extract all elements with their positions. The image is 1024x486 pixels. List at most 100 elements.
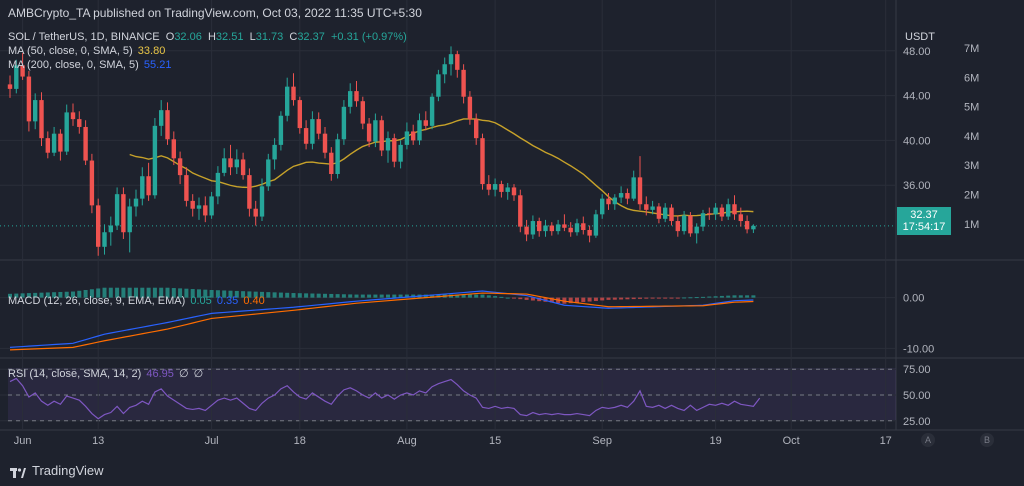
candle-body[interactable]: [14, 65, 19, 89]
candle-body[interactable]: [625, 193, 630, 199]
candle-layer[interactable]: [7, 46, 756, 256]
candle-body[interactable]: [234, 159, 239, 168]
candle-body[interactable]: [732, 204, 737, 215]
candle-body[interactable]: [51, 133, 57, 153]
candle-body[interactable]: [39, 100, 44, 139]
candle-body[interactable]: [303, 128, 309, 144]
candle-body[interactable]: [259, 186, 265, 217]
candle-body[interactable]: [543, 225, 548, 232]
candle-body[interactable]: [291, 86, 296, 101]
candle-body[interactable]: [385, 138, 391, 151]
candle-body[interactable]: [89, 160, 95, 206]
candle-body[interactable]: [215, 172, 221, 197]
candle-body[interactable]: [373, 120, 378, 142]
candle-body[interactable]: [297, 100, 302, 129]
candle-body[interactable]: [600, 198, 605, 215]
legend-macd[interactable]: MACD (12, 26, close, 9, EMA, EMA) 0.05 0…: [8, 295, 265, 307]
candle-body[interactable]: [83, 126, 88, 161]
candle-body[interactable]: [146, 176, 151, 196]
candle-body[interactable]: [196, 205, 202, 209]
candle-body[interactable]: [637, 177, 643, 205]
candle-body[interactable]: [335, 139, 340, 174]
candle-body[interactable]: [404, 131, 410, 145]
candle-body[interactable]: [20, 65, 25, 77]
candle-body[interactable]: [33, 100, 38, 122]
pane-button-a[interactable]: A: [921, 433, 935, 447]
candle-body[interactable]: [272, 144, 277, 160]
candle-body[interactable]: [429, 96, 435, 126]
candle-body[interactable]: [518, 195, 523, 227]
candle-body[interactable]: [524, 226, 529, 235]
candle-body[interactable]: [58, 133, 63, 152]
candle-body[interactable]: [738, 214, 743, 222]
candle-body[interactable]: [114, 194, 120, 226]
candle-body[interactable]: [492, 184, 498, 190]
candle-body[interactable]: [707, 213, 712, 215]
candle-body[interactable]: [121, 194, 126, 233]
candle-body[interactable]: [398, 144, 403, 162]
candle-body[interactable]: [719, 207, 725, 217]
candle-body[interactable]: [222, 158, 227, 173]
candle-body[interactable]: [436, 74, 441, 97]
candle-body[interactable]: [537, 221, 542, 232]
currency-label[interactable]: USDT: [905, 31, 935, 43]
time-axis[interactable]: Jun 13 Jul 18 Aug 15 Sep 19 Oct 17: [14, 435, 892, 447]
legend-symbol[interactable]: SOL / TetherUS, 1D, BINANCE: [8, 31, 160, 43]
candle-body[interactable]: [549, 225, 554, 232]
legend-rsi[interactable]: RSI (14, close, SMA, 14, 2) 46.95 ∅ ∅: [8, 367, 203, 380]
candle-body[interactable]: [486, 184, 491, 190]
candle-body[interactable]: [329, 152, 334, 174]
candle-body[interactable]: [474, 119, 479, 139]
candle-body[interactable]: [480, 138, 485, 185]
candle-body[interactable]: [379, 120, 384, 151]
candle-body[interactable]: [688, 215, 693, 234]
candle-body[interactable]: [316, 119, 321, 134]
candle-body[interactable]: [177, 158, 183, 176]
candle-body[interactable]: [140, 176, 145, 199]
candle-body[interactable]: [461, 69, 466, 97]
candle-body[interactable]: [448, 54, 454, 65]
candle-body[interactable]: [45, 138, 50, 153]
candle-body[interactable]: [26, 76, 32, 122]
candle-body[interactable]: [285, 86, 290, 116]
candle-body[interactable]: [354, 91, 359, 102]
candle-body[interactable]: [77, 119, 82, 127]
candle-body[interactable]: [694, 226, 699, 234]
candle-body[interactable]: [612, 197, 617, 205]
candle-body[interactable]: [278, 115, 284, 145]
candle-body[interactable]: [631, 177, 636, 199]
candle-body[interactable]: [253, 208, 258, 217]
candle-body[interactable]: [700, 213, 706, 227]
candle-body[interactable]: [568, 227, 573, 233]
candle-body[interactable]: [203, 205, 208, 216]
candle-body[interactable]: [656, 206, 662, 219]
candle-body[interactable]: [152, 125, 158, 196]
candle-body[interactable]: [102, 232, 107, 247]
candle-body[interactable]: [606, 198, 611, 205]
pane-button-b[interactable]: B: [980, 433, 994, 447]
candle-body[interactable]: [127, 206, 132, 233]
candle-body[interactable]: [159, 110, 164, 126]
candle-body[interactable]: [366, 123, 372, 142]
candle-body[interactable]: [744, 221, 750, 230]
candle-body[interactable]: [310, 119, 315, 144]
candle-body[interactable]: [133, 198, 139, 207]
candle-body[interactable]: [247, 175, 252, 209]
tradingview-brand[interactable]: TradingView: [10, 463, 104, 478]
candle-body[interactable]: [423, 120, 428, 126]
candle-body[interactable]: [663, 207, 668, 219]
candle-body[interactable]: [64, 112, 69, 152]
candle-body[interactable]: [499, 184, 504, 192]
legend-ma200[interactable]: MA (200, close, 0, SMA, 5) 55.21: [8, 59, 171, 71]
candle-body[interactable]: [7, 84, 13, 89]
candle-body[interactable]: [505, 187, 510, 192]
candle-body[interactable]: [209, 196, 214, 216]
candle-body[interactable]: [644, 204, 649, 210]
candle-body[interactable]: [322, 133, 328, 153]
candle-body[interactable]: [593, 214, 599, 236]
candle-body[interactable]: [171, 139, 176, 159]
candle-body[interactable]: [341, 106, 347, 140]
candle-body[interactable]: [675, 221, 680, 232]
candle-body[interactable]: [266, 159, 271, 187]
